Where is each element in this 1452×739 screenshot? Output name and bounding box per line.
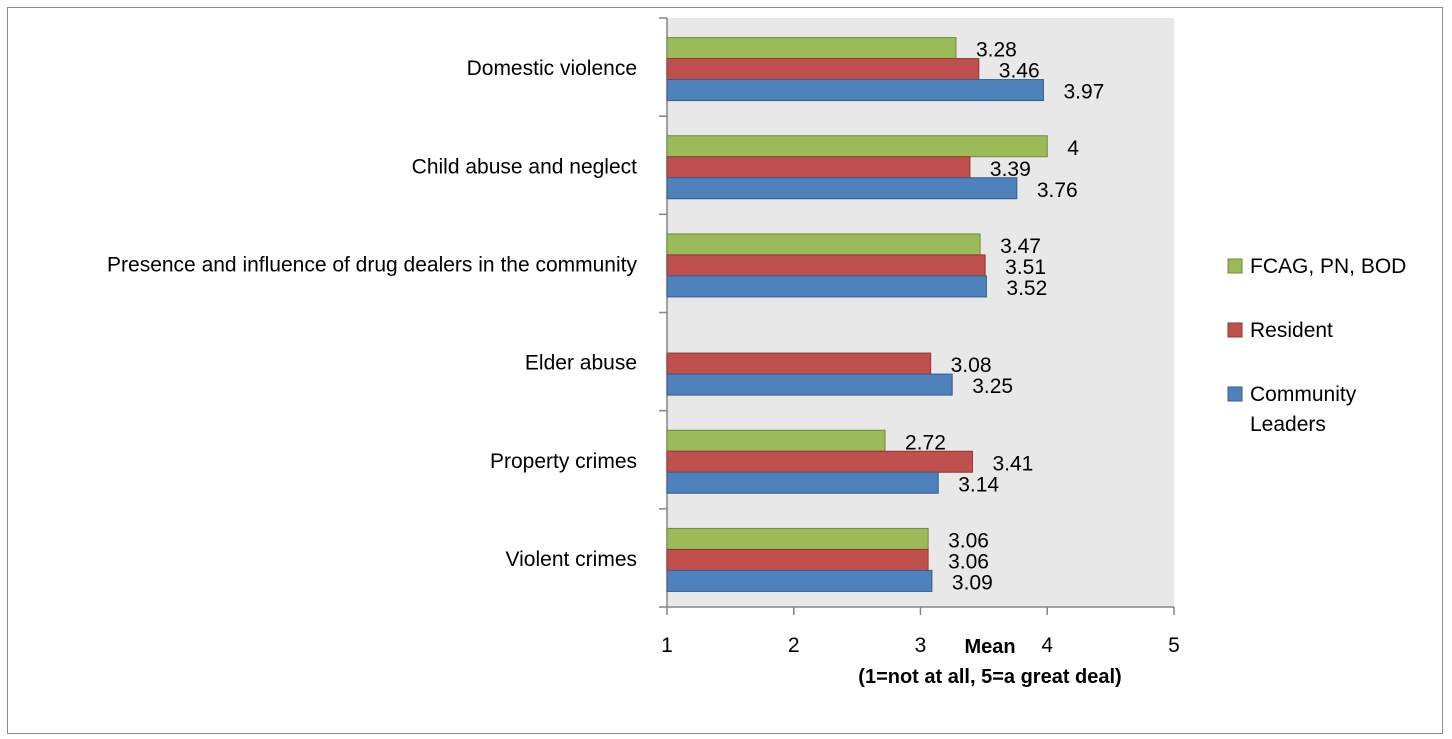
legend-swatch (1227, 258, 1243, 274)
x-tick-label: 3 (915, 634, 927, 657)
legend-label: Resident (1250, 319, 1333, 342)
x-axis-title: Mean (964, 636, 1015, 658)
data-label: 3.47 (1000, 235, 1041, 258)
bar (666, 233, 981, 256)
data-label: 3.46 (999, 60, 1040, 83)
bar (666, 548, 929, 571)
data-label: 3.97 (1063, 81, 1104, 104)
data-label: 3.08 (951, 354, 992, 377)
bar (666, 450, 973, 473)
bar (666, 79, 1044, 102)
data-label: 3.06 (948, 529, 989, 552)
data-label: 4 (1067, 137, 1079, 160)
bar (666, 569, 933, 592)
bar (666, 527, 929, 550)
bar (666, 275, 987, 298)
legend-label: FCAG, PN, BOD (1250, 255, 1406, 278)
bar (666, 135, 1048, 158)
category-label: Child abuse and neglect (412, 155, 637, 178)
data-label: 3.25 (972, 375, 1013, 398)
category-label: Property crimes (490, 450, 637, 473)
data-label: 3.51 (1005, 256, 1046, 279)
category-label: Presence and influence of drug dealers i… (107, 253, 637, 276)
category-label: Domestic violence (467, 57, 637, 80)
category-label: Violent crimes (506, 548, 638, 571)
data-label: 3.52 (1006, 277, 1047, 300)
x-tick-label: 5 (1168, 634, 1180, 657)
plot-area (667, 18, 1174, 607)
data-label: 3.41 (992, 452, 1033, 475)
x-tick-label: 1 (661, 634, 673, 657)
data-label: 3.76 (1037, 179, 1078, 202)
legend-swatch (1227, 386, 1243, 402)
bar (666, 177, 1018, 200)
bar (666, 254, 986, 277)
data-label: 3.06 (948, 550, 989, 573)
bar (666, 471, 939, 494)
bar (666, 429, 886, 452)
data-label: 2.72 (905, 431, 946, 454)
bar (666, 156, 971, 179)
x-tick-label: 4 (1041, 634, 1053, 657)
data-label: 3.28 (976, 39, 1017, 62)
legend-label: Community (1250, 383, 1357, 406)
x-axis-subtitle: (1=not at all, 5=a great deal) (858, 666, 1121, 688)
data-label: 3.39 (990, 158, 1031, 181)
data-label: 3.09 (952, 571, 993, 594)
bar (666, 58, 980, 81)
data-label: 3.14 (958, 473, 999, 496)
bar (666, 373, 953, 396)
bar (666, 352, 932, 375)
legend-label: Leaders (1250, 413, 1326, 436)
bar (666, 37, 957, 60)
category-label: Elder abuse (525, 352, 637, 375)
legend-swatch (1227, 322, 1243, 338)
x-tick-label: 2 (788, 634, 800, 657)
